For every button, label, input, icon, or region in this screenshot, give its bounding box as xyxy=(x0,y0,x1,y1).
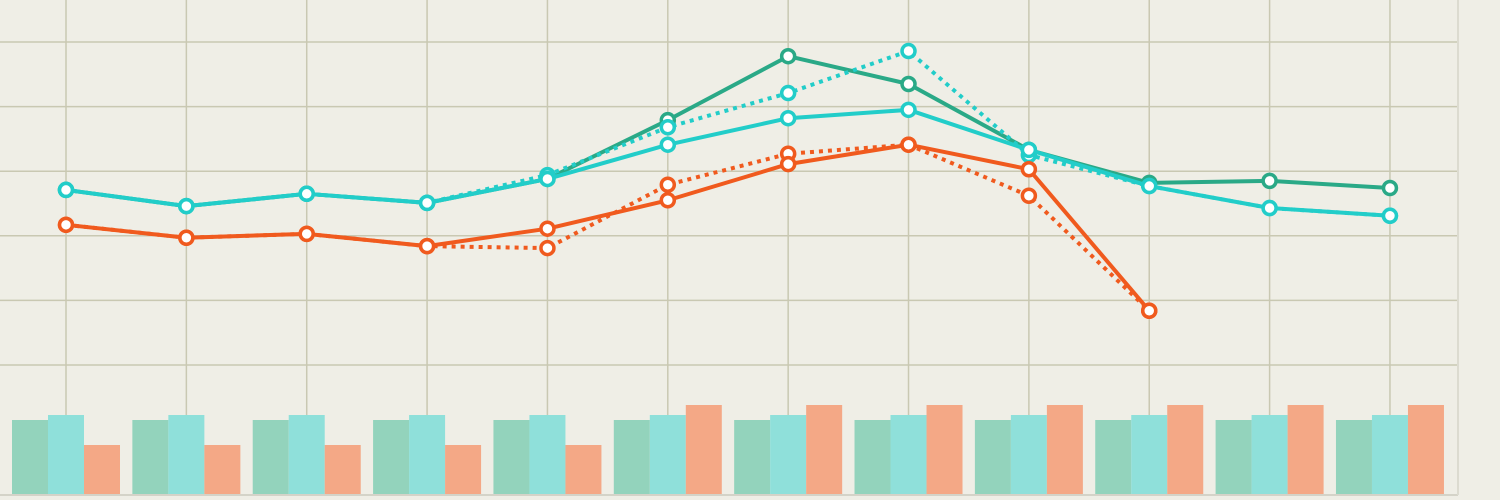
point-marker xyxy=(178,197,195,215)
bar xyxy=(1407,405,1444,495)
bar xyxy=(409,415,446,495)
point-marker xyxy=(1140,177,1158,195)
bar xyxy=(854,420,891,495)
point-marker xyxy=(900,101,917,119)
bar xyxy=(685,405,722,495)
point-marker xyxy=(298,225,315,243)
bar xyxy=(529,415,566,495)
point-marker xyxy=(779,47,797,65)
point-marker xyxy=(57,181,75,199)
bar xyxy=(649,415,686,495)
point-marker xyxy=(1261,199,1278,217)
point-marker xyxy=(539,239,556,257)
point-marker xyxy=(178,229,195,246)
point-marker xyxy=(659,192,677,209)
point-marker xyxy=(1020,187,1038,204)
point-marker xyxy=(900,75,917,93)
point-marker xyxy=(539,170,556,188)
bar xyxy=(1371,415,1408,495)
bar xyxy=(84,445,120,495)
bar xyxy=(806,405,843,495)
point-marker xyxy=(1020,161,1038,178)
line xyxy=(65,142,1151,313)
bar xyxy=(252,420,289,495)
point-marker xyxy=(1381,207,1399,225)
point-marker xyxy=(779,155,797,173)
point-marker xyxy=(779,84,797,102)
point-marker xyxy=(779,109,797,127)
bars xyxy=(12,405,1444,495)
point-marker xyxy=(57,216,75,234)
bar xyxy=(1131,415,1168,495)
bar xyxy=(890,415,927,495)
bar xyxy=(48,415,84,495)
bar xyxy=(12,420,48,495)
bar xyxy=(132,420,169,495)
grid xyxy=(0,0,1458,495)
bar xyxy=(204,445,241,495)
point-marker xyxy=(1261,172,1278,190)
bar xyxy=(1287,405,1324,495)
point-marker xyxy=(900,42,917,60)
point-marker xyxy=(418,194,436,212)
point-marker xyxy=(659,176,677,194)
bar xyxy=(613,420,650,495)
bar xyxy=(1010,415,1047,495)
bar xyxy=(493,420,530,495)
line xyxy=(65,107,1391,218)
bar xyxy=(1095,420,1132,495)
point-marker xyxy=(418,237,436,255)
point-marker xyxy=(539,220,556,237)
bar xyxy=(734,420,771,495)
bar xyxy=(288,415,325,495)
line xyxy=(65,142,1151,313)
bar xyxy=(770,415,807,495)
bar xyxy=(1335,420,1372,495)
point-marker xyxy=(1140,302,1158,319)
bar xyxy=(926,405,963,495)
point-marker xyxy=(659,136,677,153)
bar xyxy=(1046,405,1083,495)
bar xyxy=(1215,420,1252,495)
point-marker xyxy=(1020,141,1038,159)
point-marker xyxy=(1381,179,1399,197)
point-marker xyxy=(298,185,315,203)
bar xyxy=(373,420,410,495)
bar xyxy=(1251,415,1288,495)
lines xyxy=(57,42,1399,319)
point-marker xyxy=(659,119,677,136)
bar xyxy=(324,445,361,495)
bar xyxy=(168,415,205,495)
point-marker xyxy=(900,136,917,153)
bar xyxy=(1167,405,1204,495)
bar xyxy=(445,445,482,495)
bar xyxy=(565,445,602,495)
bar xyxy=(974,420,1011,495)
